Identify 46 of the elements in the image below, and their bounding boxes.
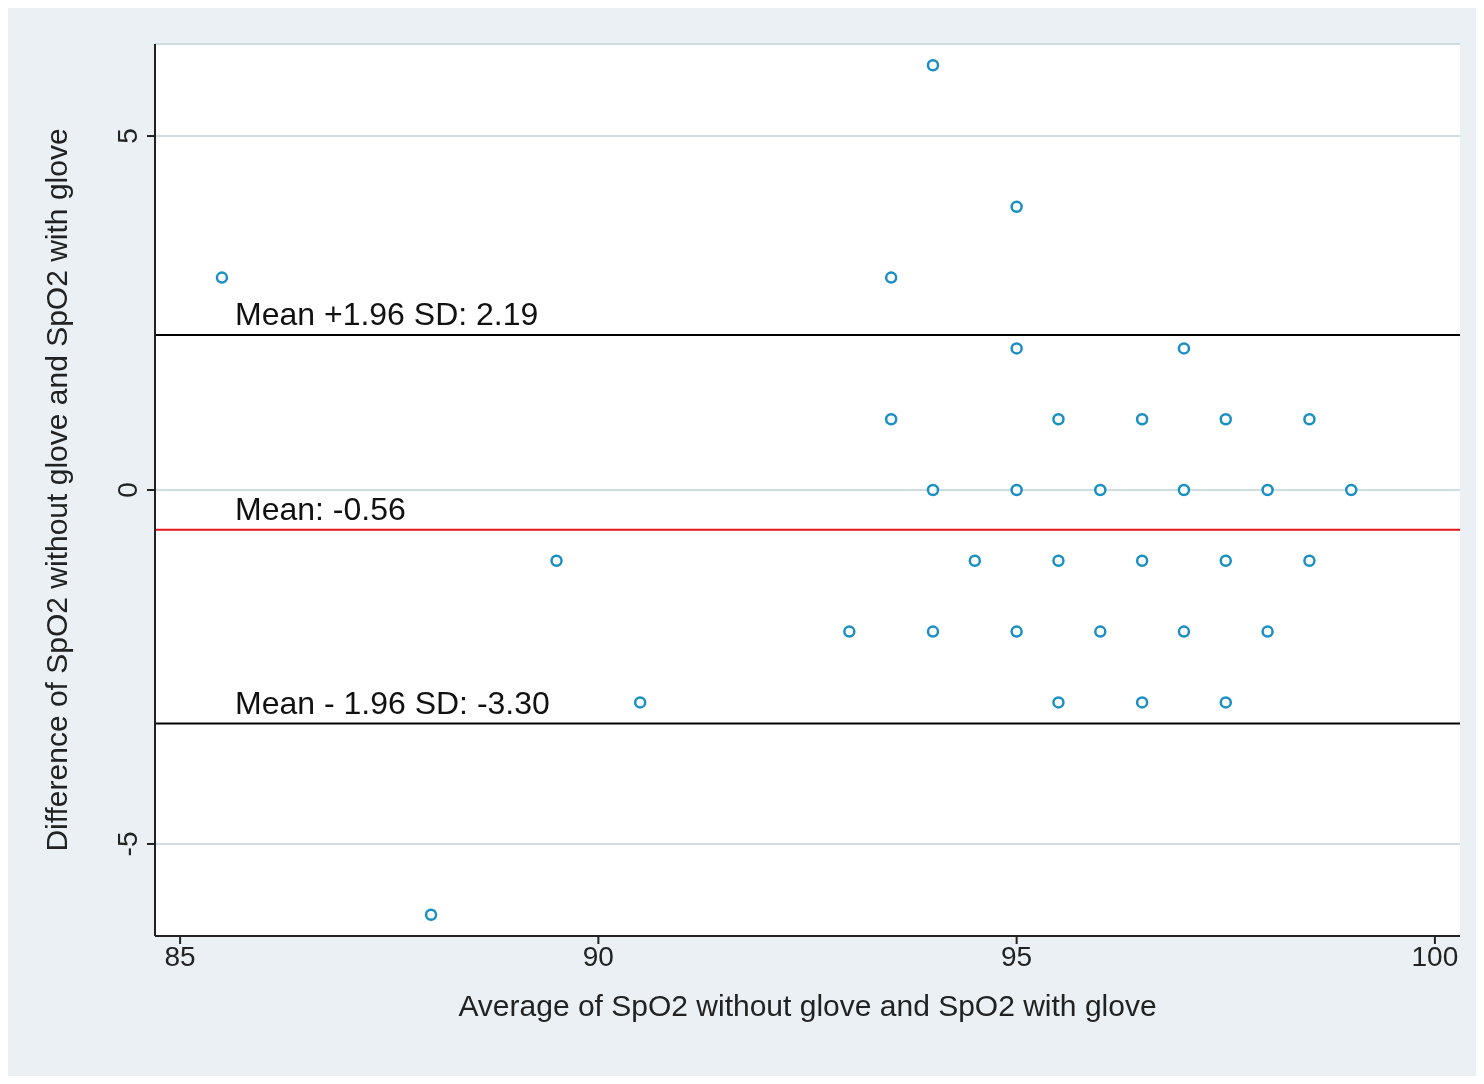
point bbox=[1261, 483, 1274, 497]
ref-line-label: Mean - 1.96 SD: -3.30 bbox=[235, 684, 550, 721]
point bbox=[1177, 483, 1191, 497]
point bbox=[1135, 554, 1149, 568]
point bbox=[550, 554, 563, 568]
x-tick-label: 100 bbox=[1411, 940, 1459, 972]
point bbox=[884, 271, 898, 284]
point bbox=[926, 483, 940, 497]
point bbox=[884, 412, 898, 426]
point bbox=[1052, 554, 1065, 568]
point bbox=[633, 696, 647, 709]
point bbox=[1345, 483, 1358, 497]
point bbox=[215, 271, 229, 284]
point bbox=[1094, 483, 1107, 497]
point bbox=[1052, 412, 1065, 426]
point bbox=[1094, 625, 1107, 638]
point bbox=[1303, 412, 1316, 426]
point bbox=[926, 58, 940, 72]
point bbox=[1261, 625, 1274, 638]
point bbox=[1177, 625, 1191, 638]
point bbox=[1010, 342, 1023, 355]
point bbox=[1135, 696, 1149, 709]
point bbox=[1010, 200, 1023, 214]
point bbox=[1177, 342, 1191, 355]
ref-line-label: Mean +1.96 SD: 2.19 bbox=[235, 295, 539, 332]
point bbox=[1135, 412, 1149, 426]
x-axis-title: Average of SpO2 without glove and SpO2 with glove bbox=[458, 989, 1157, 1022]
x-tick-label: 90 bbox=[582, 940, 614, 972]
point bbox=[1010, 625, 1023, 638]
y-tick-label: 5 bbox=[112, 128, 143, 144]
point bbox=[1219, 412, 1233, 426]
point bbox=[1010, 483, 1023, 497]
point bbox=[926, 625, 940, 638]
point bbox=[1219, 554, 1233, 568]
ref-line-label: Mean: -0.56 bbox=[235, 490, 406, 527]
point bbox=[843, 625, 856, 638]
x-tick-label: 85 bbox=[164, 940, 196, 972]
point bbox=[968, 554, 982, 568]
y-tick-label: 0 bbox=[112, 482, 143, 498]
point bbox=[424, 908, 438, 922]
y-tick-label: -5 bbox=[112, 831, 143, 857]
y-axis-title: Difference of SpO2 without glove and SpO2 with glove bbox=[39, 128, 73, 852]
x-tick-label: 95 bbox=[1001, 940, 1033, 972]
point bbox=[1052, 696, 1065, 709]
point bbox=[1303, 554, 1316, 568]
point bbox=[1219, 696, 1233, 709]
